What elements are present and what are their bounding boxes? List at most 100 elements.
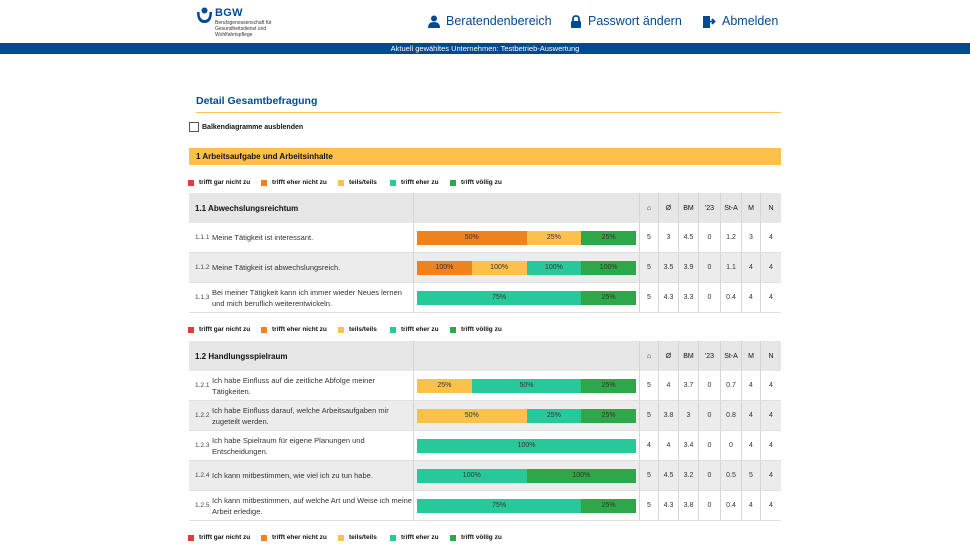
stat-median: 4 xyxy=(742,401,761,430)
legend-label: trifft gar nicht zu xyxy=(199,326,251,333)
nav-change-password[interactable]: Passwort ändern xyxy=(570,13,682,29)
bar-segment: 50% xyxy=(471,379,582,393)
col-header-target: ⌂ xyxy=(640,193,659,223)
stat-target: 4 xyxy=(640,431,659,460)
legend-swatch xyxy=(261,534,267,541)
question-number: 1.2.2 xyxy=(195,412,210,419)
legend-swatch xyxy=(188,179,194,186)
nav-logout-label: Abmelden xyxy=(722,14,779,28)
legend: trifft gar nicht zu trifft eher nicht zu… xyxy=(188,178,502,187)
stat-target: 5 xyxy=(640,461,659,490)
question-label: 1.1.2 Meine Tätigkeit ist abwechslungsrei… xyxy=(189,253,414,282)
col-header-bm: BM xyxy=(679,193,699,223)
table-row: 1.2.3 Ich habe Spielraum für eigene Planu… xyxy=(189,431,781,461)
legend: trifft gar nicht zu trifft eher nicht zu… xyxy=(188,533,502,542)
question-label: 1.1.1 Meine Tätigkeit ist interessant. xyxy=(189,223,414,252)
legend-label: trifft gar nicht zu xyxy=(199,534,251,541)
stat-bm: 3.4 xyxy=(679,431,699,460)
stacked-bar: 50% 25% 25% xyxy=(417,231,636,245)
stat-std: 0.7 xyxy=(721,371,742,400)
stat-n: 4 xyxy=(769,442,773,449)
stat-year: 0 xyxy=(699,431,721,460)
stat-n: 4 xyxy=(769,264,773,271)
stat-year: 0 xyxy=(699,253,721,282)
legend-swatch xyxy=(450,534,456,541)
hide-bar-charts-toggle[interactable]: Balkendiagramme ausblenden xyxy=(189,122,303,132)
bgw-logo-icon xyxy=(197,7,212,23)
question-text: Ich kann mitbestimmen, auf welche Art un… xyxy=(212,495,412,516)
legend-label: trifft völlig zu xyxy=(461,534,502,541)
legend-swatch xyxy=(261,179,267,186)
stat-std: 0.8 xyxy=(721,401,742,430)
bar-segment: 100% xyxy=(471,261,527,275)
bar-segment: 25% xyxy=(581,291,636,305)
stat-bm: 3.7 xyxy=(679,371,699,400)
selected-company-bar: Aktuell gewähltes Unternehmen: Testbetri… xyxy=(0,43,970,54)
stacked-bar: 100% xyxy=(417,439,636,453)
table-header-row: 1.2 Handlungsspielraum ⌂ Ø BM '23 St-A M… xyxy=(189,341,781,371)
nav-advisor-area[interactable]: Beratendenbereich xyxy=(428,13,552,29)
question-label: 1.2.3 Ich habe Spielraum für eigene Planu… xyxy=(189,431,414,460)
table-row: 1.1.1 Meine Tätigkeit ist interessant. 50… xyxy=(189,223,781,253)
question-label: 1.2.1 Ich habe Einfluss auf die zeitliche… xyxy=(189,371,414,400)
header: BGW Berufsgenossenschaft für Gesundheits… xyxy=(0,0,970,43)
stat-n: 4 xyxy=(769,234,773,241)
legend-label: trifft völlig zu xyxy=(461,179,502,186)
question-number: 1.2.4 xyxy=(195,472,210,479)
stat-median: 4 xyxy=(742,283,761,312)
legend-label: trifft völlig zu xyxy=(461,326,502,333)
bar-segment: 25% xyxy=(581,379,636,393)
bar-segment: 25% xyxy=(581,231,636,245)
legend-item: trifft eher nicht zu xyxy=(261,179,338,186)
legend-swatch xyxy=(261,326,267,333)
stat-bm: 3 xyxy=(679,401,699,430)
bar-cell: 50% 25% 25% xyxy=(414,401,640,430)
stat-year: 0 xyxy=(699,401,721,430)
legend-item: trifft eher nicht zu xyxy=(261,326,338,333)
group-title: 1.2 Handlungsspielraum xyxy=(189,341,414,371)
bgw-logo[interactable]: BGW Berufsgenossenschaft für Gesundheits… xyxy=(196,6,286,40)
stat-year: 0 xyxy=(699,461,721,490)
question-text: Bei meiner Tätigkeit kann ich immer wied… xyxy=(212,287,402,308)
bar-segment: 25% xyxy=(417,379,472,393)
question-number: 1.2.5 xyxy=(195,502,210,509)
page-title: Detail Gesamtbefragung xyxy=(196,95,318,107)
stat-std: 0.4 xyxy=(721,283,742,312)
question-text: Ich habe Einfluss darauf, welche Arbeits… xyxy=(212,405,389,426)
legend-item: trifft gar nicht zu xyxy=(188,326,261,333)
stat-year: 0 xyxy=(699,491,721,520)
question-number: 1.2.1 xyxy=(195,382,210,389)
legend-item: trifft völlig zu xyxy=(450,534,502,541)
question-label: 1.2.5 Ich kann mitbestimmen, auf welche A… xyxy=(189,491,414,520)
nav-logout[interactable]: Abmelden xyxy=(703,13,778,29)
question-number: 1.2.3 xyxy=(195,442,210,449)
stat-std: 0.5 xyxy=(721,461,742,490)
stat-bm: 3.9 xyxy=(679,253,699,282)
legend-swatch xyxy=(390,179,396,186)
question-text: Ich kann mitbestimmen, wie viel ich zu t… xyxy=(212,471,373,480)
stat-target: 5 xyxy=(640,401,659,430)
question-text: Meine Tätigkeit ist interessant. xyxy=(212,233,314,242)
stat-target: 5 xyxy=(640,371,659,400)
col-header-median: M xyxy=(742,341,761,371)
stat-target: 5 xyxy=(640,223,659,252)
question-text: Ich habe Einfluss auf die zeitliche Abfo… xyxy=(212,375,376,396)
logout-icon xyxy=(703,15,716,28)
section-header[interactable]: 1 Arbeitsaufgabe und Arbeitsinhalte xyxy=(189,148,781,165)
col-header-n: N xyxy=(768,352,774,360)
bar-segment: 100% xyxy=(526,469,636,483)
bar-cell: 100% 100% 100% 100% xyxy=(414,253,640,282)
stat-std: 1.1 xyxy=(721,253,742,282)
stat-average: 4 xyxy=(659,431,679,460)
col-header-year: '23 xyxy=(699,193,721,223)
table-row: 1.2.5 Ich kann mitbestimmen, auf welche A… xyxy=(189,491,781,521)
bar-cell: 50% 25% 25% xyxy=(414,223,640,252)
legend-item: teils/teils xyxy=(338,179,390,186)
bar-segment: 100% xyxy=(417,261,472,275)
hide-bar-charts-checkbox[interactable] xyxy=(189,122,199,132)
legend-label: trifft eher nicht zu xyxy=(272,534,327,541)
bar-cell: 75% 25% xyxy=(414,491,640,520)
col-header-std: St-A xyxy=(721,193,742,223)
legend-label: trifft gar nicht zu xyxy=(199,179,251,186)
logo-subtitle: Berufsgenossenschaft für Gesundheitsdien… xyxy=(215,20,272,38)
